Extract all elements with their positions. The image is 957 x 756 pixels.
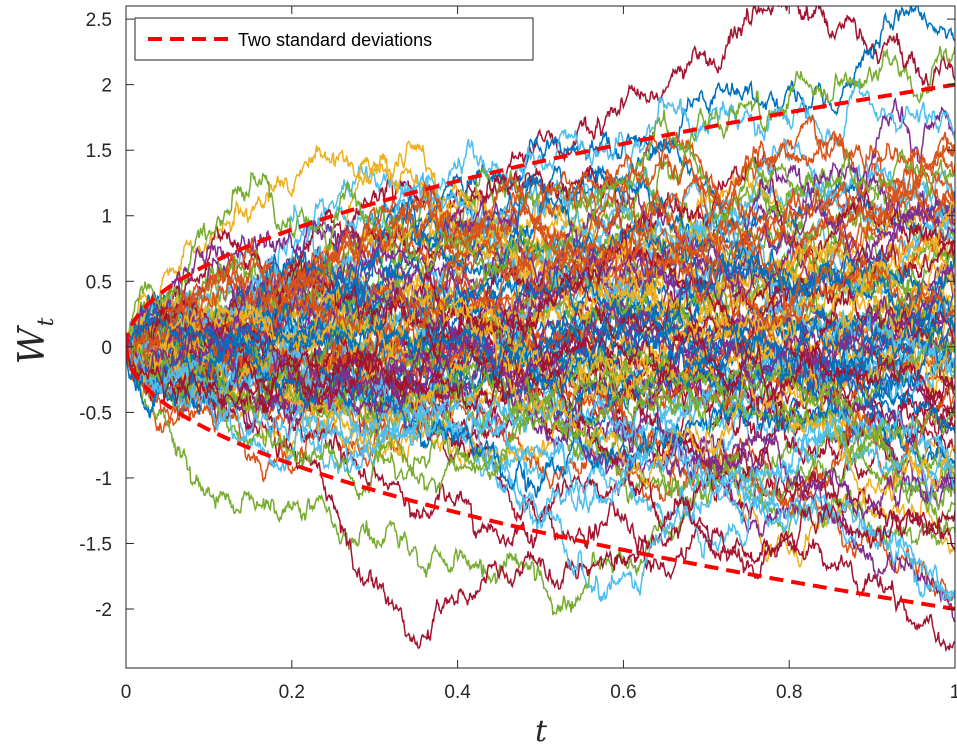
- plot-frame: [125, 5, 956, 669]
- sample-paths: [126, 6, 955, 653]
- sample-path: [126, 330, 955, 500]
- y-axis-label-main: W: [12, 324, 53, 364]
- x-tick-label: 0.4: [444, 682, 471, 703]
- sample-path: [126, 174, 955, 392]
- y-tick-label: -1.5: [79, 534, 112, 555]
- sample-path: [126, 300, 955, 410]
- sample-path: [126, 317, 955, 413]
- y-tick-label: -2: [95, 600, 112, 621]
- sample-path: [126, 115, 955, 384]
- lower-two-sd-curve: [126, 346, 955, 611]
- sample-path: [126, 324, 955, 601]
- svg-text:Wt: Wt: [12, 317, 59, 364]
- sample-path: [126, 332, 955, 527]
- y-axis-label-subscript: t: [34, 317, 59, 326]
- sample-path: [126, 292, 955, 504]
- sample-path: [126, 346, 955, 514]
- y-tick-label: -0.5: [79, 403, 112, 424]
- sample-path: [126, 307, 955, 520]
- y-tick-label: 2.5: [86, 10, 112, 31]
- y-tick-label: 0.5: [86, 272, 112, 293]
- y-tick-label: -1: [95, 469, 112, 490]
- y-tick-label: 0: [101, 338, 112, 359]
- sample-path: [126, 228, 955, 403]
- y-tick-label: 1.5: [86, 141, 112, 162]
- sample-path: [126, 284, 955, 494]
- reference-curves: [126, 82, 955, 611]
- sample-path: [126, 263, 955, 402]
- sample-path: [126, 190, 955, 354]
- sample-path: [126, 338, 955, 505]
- sample-path: [126, 248, 955, 363]
- sample-path: [126, 239, 955, 432]
- x-tick-label: 0: [121, 682, 132, 703]
- sample-path: [126, 318, 955, 464]
- x-tick-label: 0.6: [610, 682, 636, 703]
- sample-path: [126, 302, 955, 499]
- x-tick-label: 1: [950, 682, 957, 703]
- y-tick-label: 1: [101, 207, 112, 228]
- x-tick-label: 0.8: [776, 682, 802, 703]
- sample-path: [126, 200, 955, 368]
- x-axis-ticks: 0 0.2 0.4 0.6 0.8 1: [121, 6, 957, 703]
- upper-two-sd-curve: [126, 82, 955, 348]
- legend: Two standard deviations: [134, 17, 534, 61]
- x-axis-label: t: [535, 714, 548, 749]
- sample-path: [126, 209, 955, 359]
- y-axis-label: Wt: [12, 317, 59, 364]
- legend-entry-label: Two standard deviations: [238, 30, 432, 50]
- sample-path: [126, 339, 955, 616]
- sample-path: [126, 333, 955, 602]
- sample-path: [126, 166, 955, 364]
- sample-path: [126, 187, 955, 348]
- sample-path: [126, 253, 955, 501]
- y-axis-ticks: 2.5 2 1.5 1 0.5 0 -0.5 -1 -1.5 -2: [79, 10, 955, 621]
- x-tick-label: 0.2: [279, 682, 305, 703]
- y-tick-label: 2: [101, 76, 112, 97]
- sample-path: [126, 137, 955, 356]
